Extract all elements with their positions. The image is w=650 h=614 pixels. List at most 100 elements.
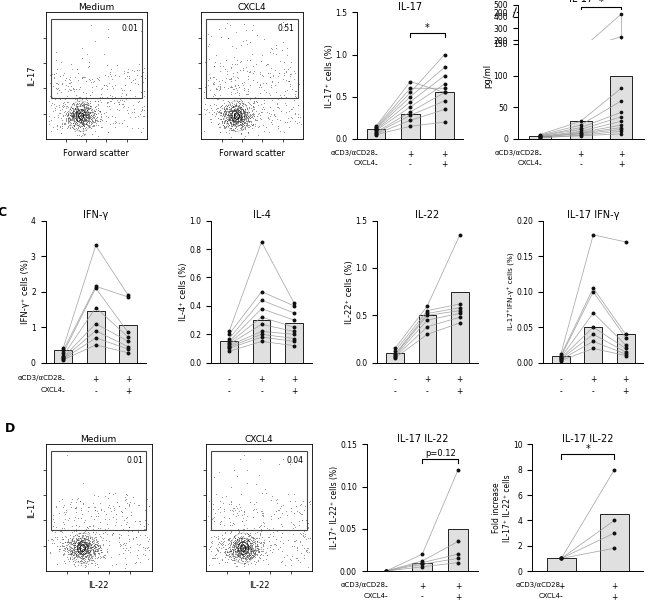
Point [230,110,240,120]
Point [247,106,257,116]
Point [621,329,631,339]
Point [214,126,225,136]
Point [209,473,219,483]
Point [300,529,311,539]
Point [282,44,293,53]
Point [203,29,213,39]
Point [232,538,242,548]
Point [84,103,94,113]
Point [66,109,77,119]
Point [95,551,105,561]
Point [299,505,309,515]
Point [60,532,71,542]
Point [58,523,69,533]
Point [57,119,68,128]
Point [57,118,67,128]
Point [124,499,135,509]
Point [229,114,239,123]
Text: CXCL4: CXCL4 [354,160,376,166]
Point [233,116,243,126]
Point [76,119,86,128]
Point [90,548,100,558]
Point [133,79,143,89]
Point [111,117,122,127]
Point [80,546,90,556]
Point [59,507,70,516]
Point [231,511,241,521]
Point [95,518,105,527]
Point [255,505,266,515]
Point [266,77,277,87]
Point [52,542,62,551]
Point [256,237,266,247]
Point [248,525,259,535]
Point [75,536,85,546]
Point [250,541,260,551]
Point [55,537,66,547]
Point [74,551,85,561]
Point [245,553,255,563]
Point [70,561,80,570]
Point [278,454,288,464]
Point [61,101,72,111]
Point [136,88,146,98]
Point [238,36,248,46]
Point [65,122,75,131]
Point [227,115,238,125]
Point [83,547,93,557]
Point [226,117,236,126]
Point [123,348,133,357]
Point [70,540,80,550]
Bar [451,292,469,363]
Point [68,108,78,118]
Point [256,538,266,548]
Point [75,552,86,562]
Point [81,540,92,550]
Point [210,508,220,518]
Point [229,558,239,568]
Point [227,542,238,552]
Point [70,538,81,548]
Point [227,112,237,122]
Point [75,82,86,91]
Point [221,106,231,116]
Point [244,542,255,551]
Point [226,63,236,73]
Point [255,521,266,530]
Point [78,105,88,115]
Point [226,521,237,530]
Point [248,119,258,129]
Text: +: + [611,593,618,602]
Point [231,106,241,116]
Point [232,539,242,549]
Point [244,497,255,507]
Point [72,503,82,513]
Point [74,540,85,550]
Point [253,545,263,555]
Point [101,545,112,554]
Point [226,554,237,564]
Point [75,543,86,553]
Point [84,540,94,550]
Point [83,120,93,130]
Point [240,550,250,560]
Point [72,538,83,548]
Text: p=0.12: p=0.12 [425,449,456,458]
Point [371,126,382,136]
Point [62,122,73,131]
Point [82,530,92,540]
Point [226,539,237,549]
Point [236,113,246,123]
Point [56,128,66,138]
Point [216,114,226,123]
Point [243,543,254,553]
Point [223,538,233,548]
Point [69,120,79,130]
Point [228,525,239,535]
Point [86,82,97,92]
Point [57,532,67,542]
Point [139,63,150,73]
Point [78,104,88,114]
Point [217,555,228,565]
Text: -: - [409,160,411,169]
